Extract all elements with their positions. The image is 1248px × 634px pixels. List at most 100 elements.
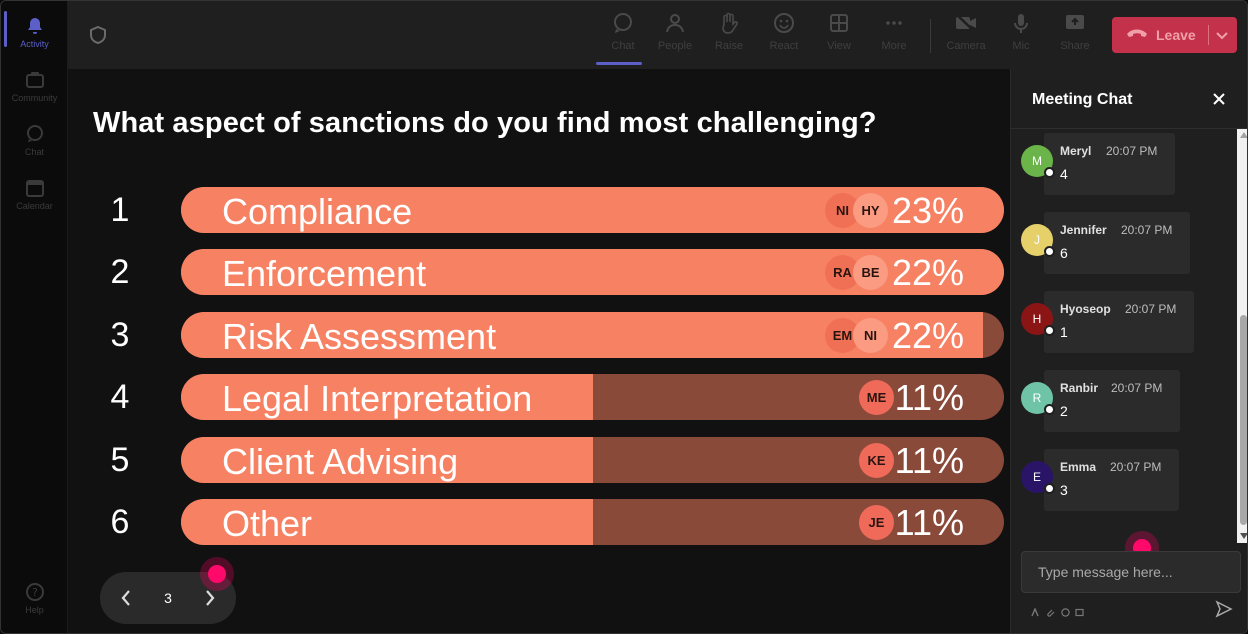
rail-item-help[interactable]: ? Help <box>1 571 68 623</box>
chat-message: Emma 20:07 PM 3 E <box>1011 449 1237 513</box>
rail-item-calendar[interactable]: Calendar <box>1 167 68 219</box>
scroll-up-icon[interactable] <box>1240 132 1247 138</box>
shield-icon[interactable] <box>88 25 108 45</box>
poll-option-number: 5 <box>110 440 130 479</box>
rail-item-community[interactable]: Community <box>1 59 68 111</box>
hand-icon <box>717 11 741 35</box>
poll-question: What aspect of sanctions do you find mos… <box>93 107 877 139</box>
voter-avatar: RA <box>825 255 860 291</box>
toolbar-chat-button[interactable]: Chat <box>596 11 650 65</box>
toolbar-label: Chat <box>611 40 635 52</box>
message-text: 2 <box>1060 403 1068 419</box>
leave-label: Leave <box>1156 27 1196 43</box>
chat-scrollbar[interactable] <box>1237 129 1247 543</box>
message-time: 20:07 PM <box>1121 223 1173 237</box>
emoji-icon[interactable] <box>1061 604 1070 617</box>
voter-avatar: KE <box>859 442 894 478</box>
toolbar-more-button[interactable]: More <box>867 11 921 63</box>
chat-message: Meryl 20:07 PM 4 M <box>1011 133 1237 197</box>
toolbar-view-button[interactable]: View <box>812 11 866 63</box>
close-icon[interactable] <box>1211 91 1227 107</box>
meeting-chat-panel: Meeting Chat Meryl 20:07 PM 4 M Jennifer 20:0… <box>1010 69 1247 633</box>
voter-avatar: BE <box>853 255 888 291</box>
poll-option-bar[interactable]: Enforcement RA BE 22% <box>181 249 1004 296</box>
meeting-toolbar: Chat People Raise React View <box>68 1 1247 69</box>
rail-active-indicator <box>4 11 7 47</box>
calendar-icon <box>24 177 46 199</box>
toolbar-people-button[interactable]: People <box>648 11 702 63</box>
cursor-indicator <box>200 557 234 591</box>
scroll-thumb[interactable] <box>1240 315 1247 525</box>
poll-option-bar[interactable]: Client Advising KE 11% <box>181 436 1004 483</box>
share-icon <box>1063 11 1087 35</box>
toolbar-share-button[interactable]: Share <box>1048 11 1102 63</box>
poll-option-percent: 22% <box>891 314 964 356</box>
message-time: 20:07 PM <box>1125 302 1177 316</box>
toolbar-react-button[interactable]: React <box>757 11 811 63</box>
leave-button[interactable]: Leave <box>1112 17 1237 53</box>
message-bubble: Jennifer 20:07 PM 6 <box>1044 212 1190 274</box>
poll-option-fill <box>181 436 593 483</box>
sender-name: Emma <box>1060 460 1097 474</box>
poll-option-bar[interactable]: Compliance NI HY 23% <box>181 187 1004 233</box>
gif-icon[interactable] <box>1075 604 1084 617</box>
poll-option-bar[interactable]: Legal Interpretation ME 11% <box>181 374 1004 421</box>
poll-option-row: 3 Risk Assessment EM NI 22% <box>68 311 1010 360</box>
app-rail: Activity Community Chat Calendar ? Help <box>1 1 68 633</box>
poll-option-bar[interactable]: Other JE 11% <box>181 499 1004 545</box>
message-text: 6 <box>1060 245 1068 261</box>
voter-avatar: HY <box>853 193 888 228</box>
voter-avatar: JE <box>859 505 894 540</box>
attach-icon[interactable] <box>1046 604 1055 617</box>
message-bubble: Emma 20:07 PM 3 <box>1044 449 1179 511</box>
message-input[interactable] <box>1021 551 1241 593</box>
ellipsis-icon <box>882 11 906 35</box>
community-icon <box>24 69 46 91</box>
rail-item-activity[interactable]: Activity <box>1 5 68 57</box>
poll-option-label: Legal Interpretation <box>222 378 533 420</box>
poll-option-label: Enforcement <box>222 253 427 295</box>
bell-icon <box>24 15 46 37</box>
poll-option-percent: 11% <box>894 502 964 543</box>
phone-hangup-icon <box>1126 26 1148 44</box>
leave-divider <box>1208 25 1209 45</box>
toolbar-label: View <box>827 40 851 52</box>
grid-icon <box>827 11 851 35</box>
camera-off-icon <box>954 11 978 35</box>
svg-text:?: ? <box>32 586 38 599</box>
toolbar-label: Raise <box>714 40 744 52</box>
chevron-right-icon[interactable] <box>200 587 220 609</box>
poll-option-percent: 11% <box>894 439 964 481</box>
poll-option-percent: 23% <box>891 190 964 231</box>
smiley-icon <box>772 11 796 35</box>
poll-option-label: Client Advising <box>222 440 459 482</box>
message-list: Meryl 20:07 PM 4 M Jennifer 20:07 PM 6 J Hyoseop… <box>1011 129 1237 543</box>
toolbar-label: More <box>881 40 907 52</box>
sender-name: Ranbir <box>1060 381 1099 395</box>
format-icon[interactable] <box>1031 604 1040 617</box>
poll-option-number: 1 <box>110 191 130 229</box>
sender-name: Meryl <box>1060 144 1092 158</box>
chevron-down-icon[interactable] <box>1214 27 1230 48</box>
sender-name: Jennifer <box>1060 223 1107 237</box>
toolbar-mic-button[interactable]: Mic <box>994 11 1048 63</box>
rail-item-label: Activity <box>20 39 49 49</box>
mic-icon <box>1009 11 1033 35</box>
people-icon <box>663 11 687 35</box>
message-time: 20:07 PM <box>1111 381 1163 395</box>
poll-option-row: 4 Legal Interpretation ME 11% <box>68 374 1010 422</box>
poll-option-bar[interactable]: Risk Assessment EM NI 22% <box>181 311 1004 358</box>
rail-item-chat[interactable]: Chat <box>1 113 68 165</box>
chat-icon <box>611 11 635 35</box>
toolbar-raise-button[interactable]: Raise <box>702 11 756 63</box>
presence-status-icon <box>1044 167 1055 178</box>
chevron-left-icon[interactable] <box>116 587 136 609</box>
message-bubble: Hyoseop 20:07 PM 1 <box>1044 291 1194 353</box>
message-text: 1 <box>1060 324 1068 340</box>
scroll-down-icon[interactable] <box>1240 533 1247 539</box>
poll-option-label: Risk Assessment <box>222 315 497 357</box>
toolbar-camera-button[interactable]: Camera <box>939 11 993 63</box>
poll-option-row: 2 Enforcement RA BE 22% <box>68 249 1010 297</box>
chat-header-divider <box>1011 128 1247 129</box>
send-icon[interactable] <box>1215 600 1233 618</box>
